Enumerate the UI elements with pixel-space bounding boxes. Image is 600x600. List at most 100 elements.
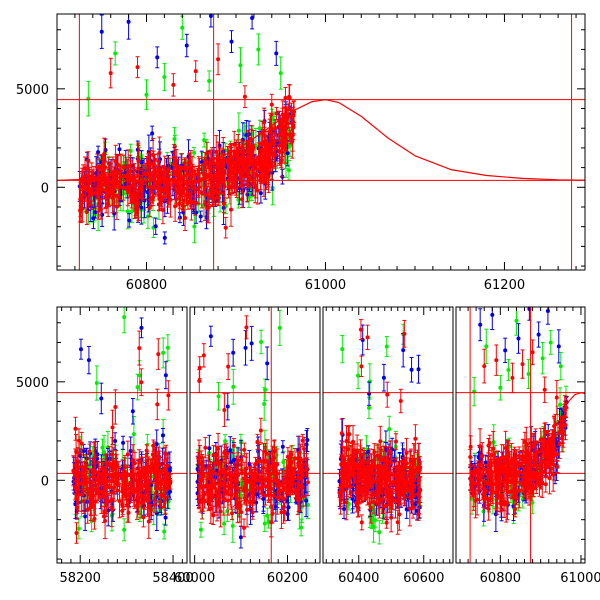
top-r-band-point (278, 156, 283, 169)
top-r-band-point (239, 156, 244, 174)
top-r-band-point (221, 158, 226, 172)
top-r-band-point (273, 140, 278, 157)
top-r-band-marker (180, 203, 185, 208)
top-r-band-marker (193, 201, 198, 206)
top-g-band-marker (207, 78, 212, 83)
bottom-1-b-band-point (121, 435, 126, 450)
top-r-band-marker (114, 180, 119, 185)
top-r-band-point (197, 158, 202, 181)
top-b-band-marker (99, 29, 104, 34)
top-r-band-marker (93, 191, 98, 196)
top-r-band-point (217, 168, 222, 199)
top-g-band-point (144, 79, 149, 111)
top-r-band-marker (166, 190, 171, 195)
top-r-band-point (190, 155, 195, 188)
top-b-band-point (162, 231, 167, 245)
top-r-band-point (255, 155, 260, 169)
top-g-band-marker (286, 168, 291, 173)
top-r-band-point (93, 177, 98, 209)
top-x-tick-label: 60800 (126, 278, 167, 293)
top-r-band-marker (262, 139, 267, 144)
top-r-band-point (287, 84, 292, 110)
top-r-band-marker (269, 164, 274, 169)
top-b-band-marker (126, 19, 131, 24)
top-r-band-marker (187, 173, 192, 178)
top-r-band-marker (84, 187, 89, 192)
top-r-band-marker (266, 174, 271, 179)
top-r-band-marker (203, 192, 208, 197)
top-r-band-marker (193, 69, 198, 74)
top-r-band-marker (232, 142, 237, 147)
top-g-band-marker (144, 92, 149, 97)
top-r-band-marker (183, 216, 188, 221)
top-r-band-marker (128, 169, 133, 174)
top-b-band-marker (155, 55, 160, 60)
top-g-band-marker (238, 63, 243, 68)
top-chart: 60800 61000 61200 0 5000 (16, 13, 586, 293)
top-b-band-marker (162, 235, 167, 240)
bottom-1-g-band-marker (165, 345, 170, 350)
top-r-band-marker (277, 133, 282, 138)
bottom-1-g-band-point (94, 365, 99, 401)
top-b-band-point (208, 14, 213, 28)
top-model-curve (57, 99, 585, 181)
top-g-band-marker (113, 51, 118, 56)
top-r-band-point (225, 145, 230, 175)
top-b-band-point (155, 46, 160, 69)
top-r-band-marker (84, 210, 89, 215)
top-r-band-point (223, 217, 228, 239)
top-r-band-point (193, 60, 198, 82)
top-r-band-marker (128, 187, 133, 192)
top-r-band-point (178, 188, 183, 204)
top-r-band-point (262, 126, 267, 157)
top-b-band-marker (229, 39, 234, 44)
top-r-band-point (135, 56, 140, 79)
top-r-band-point (260, 129, 265, 160)
top-r-band-marker (136, 180, 141, 185)
top-r-band-marker (163, 183, 168, 188)
top-b-band-marker (135, 147, 140, 152)
top-g-band-marker (278, 71, 283, 76)
bottom-1-g-band-point (135, 373, 140, 401)
top-r-band-marker (110, 172, 115, 177)
top-r-band-marker (105, 188, 110, 193)
top-r-band-marker (268, 143, 273, 148)
bottom-1-g-band-marker (76, 526, 81, 531)
top-r-band-marker (240, 197, 245, 202)
top-r-band-marker (178, 193, 183, 198)
top-g-band-marker (129, 209, 134, 214)
top-r-band-point (100, 183, 105, 195)
top-r-band-marker (290, 131, 295, 136)
top-r-band-marker (118, 169, 123, 174)
top-r-band-point (283, 86, 288, 109)
top-r-band-marker (107, 172, 112, 177)
top-b-band-marker (139, 205, 144, 210)
top-r-band-marker (182, 160, 187, 165)
top-r-band-marker (242, 94, 247, 99)
top-r-band-marker (212, 173, 217, 178)
top-r-band-marker (196, 171, 201, 176)
top-g-band-marker (236, 128, 241, 133)
bottom-1-g-band-marker (94, 381, 99, 386)
top-r-band-point (216, 43, 221, 76)
top-r-band-point (148, 176, 153, 208)
top-r-band-marker (273, 146, 278, 151)
top-r-band-point (229, 192, 234, 227)
top-r-band-marker (287, 94, 292, 99)
top-b-band-marker (184, 43, 189, 48)
top-r-band-point (244, 156, 249, 179)
top-r-band-marker (113, 159, 118, 164)
bottom-0-plot-area (57, 307, 187, 544)
top-b-band-point (126, 14, 131, 40)
top-r-band-marker (86, 158, 91, 163)
top-g-band-point (162, 62, 167, 92)
top-b-band-marker (258, 191, 263, 196)
top-r-band-point (203, 188, 208, 202)
bottom-1-g-band-marker (100, 445, 105, 450)
top-g-band-marker (257, 126, 262, 131)
top-g-band-marker (180, 25, 185, 30)
top-r-band-marker (234, 152, 239, 157)
top-b-band-point (250, 14, 255, 30)
